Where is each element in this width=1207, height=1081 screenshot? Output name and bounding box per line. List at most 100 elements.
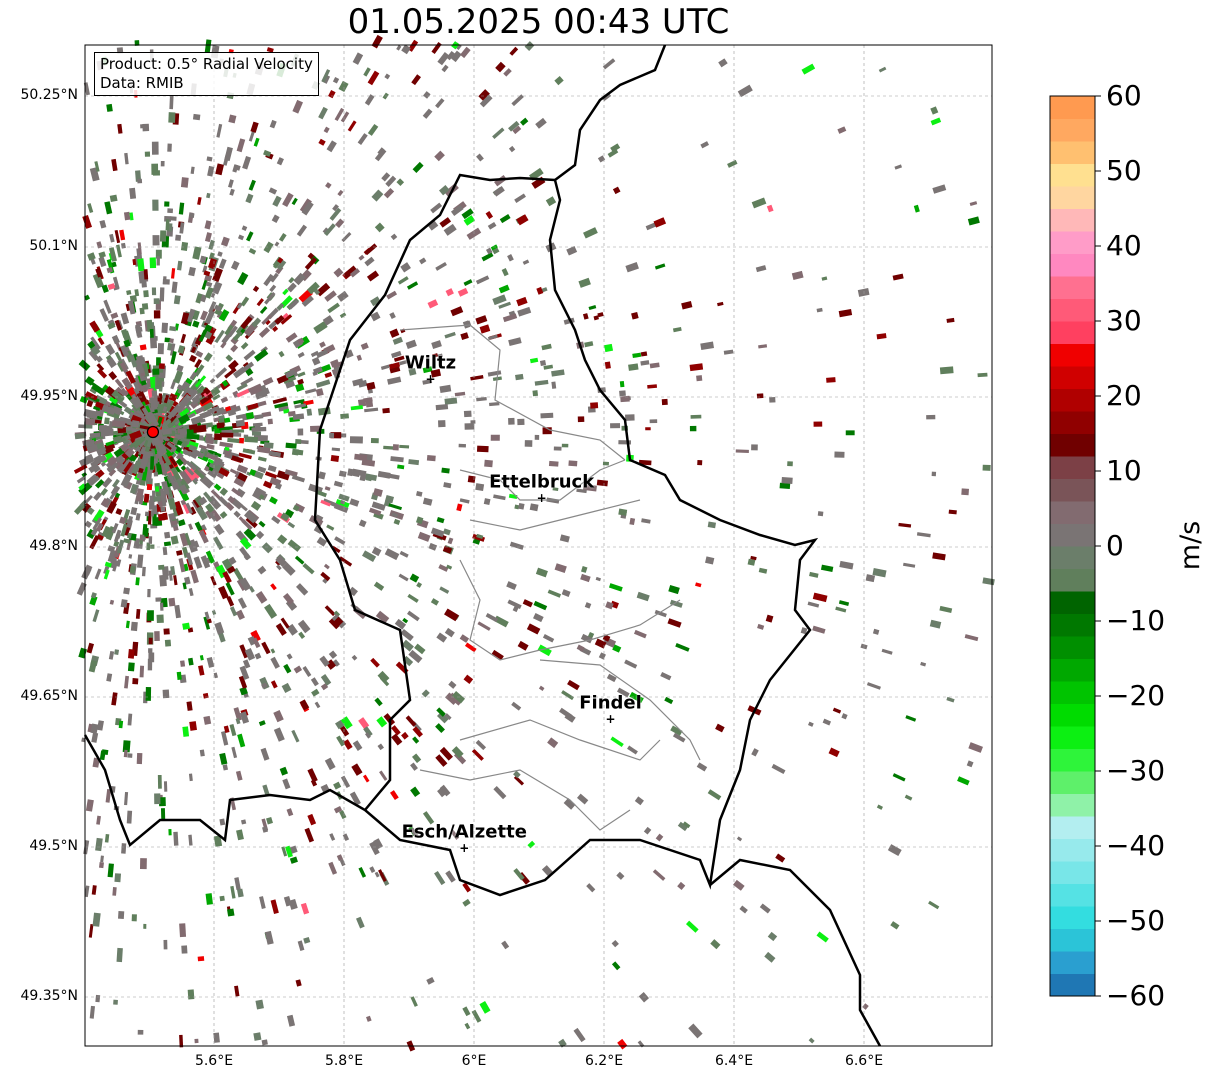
- echo-pixel: [832, 707, 842, 714]
- echo-pixel: [598, 652, 606, 660]
- echo-pixel: [141, 362, 150, 378]
- echo-pixel: [410, 996, 418, 1007]
- echo-pixel: [91, 732, 99, 743]
- echo-pixel: [115, 386, 126, 398]
- echo-pixel: [139, 344, 147, 351]
- echo-pixel: [625, 262, 639, 273]
- echo-pixel: [349, 268, 361, 278]
- echo-pixel: [109, 233, 115, 243]
- echo-pixel: [194, 358, 203, 369]
- echo-pixel: [524, 440, 533, 447]
- echo-pixel: [890, 921, 900, 930]
- echo-pixel: [209, 386, 221, 397]
- echo-pixel: [114, 492, 121, 499]
- echo-pixel: [282, 778, 291, 790]
- echo-pixel: [103, 299, 112, 314]
- echo-pixel: [476, 153, 484, 162]
- echo-pixel: [104, 201, 113, 215]
- echo-pixel: [946, 317, 955, 323]
- echo-pixel: [129, 212, 134, 221]
- echo-pixel: [110, 312, 119, 320]
- echo-pixel: [93, 509, 105, 523]
- echo-pixel: [312, 371, 318, 376]
- echo-pixel: [117, 911, 125, 919]
- echo-pixel: [176, 384, 184, 391]
- echo-pixel: [116, 437, 126, 444]
- echo-pixel: [398, 573, 409, 582]
- echo-pixel: [192, 320, 200, 328]
- echo-pixel: [499, 214, 511, 224]
- echo-pixel: [576, 793, 589, 805]
- echo-pixel: [276, 374, 289, 384]
- echo-pixel: [177, 260, 183, 271]
- echo-pixel: [444, 627, 455, 638]
- echo-pixel: [92, 609, 100, 623]
- echo-pixel: [392, 336, 403, 345]
- echo-pixel: [181, 945, 188, 954]
- echo-pixel: [147, 610, 154, 621]
- echo-pixel: [689, 363, 704, 372]
- echo-pixel: [820, 564, 834, 572]
- echo-pixel: [208, 301, 217, 314]
- echo-pixel: [135, 608, 141, 619]
- echo-pixel: [271, 214, 280, 223]
- colorbar-segment: [1050, 793, 1095, 817]
- echo-pixel: [189, 354, 197, 363]
- echo-pixel: [319, 341, 326, 348]
- echo-pixel: [547, 737, 559, 749]
- echo-pixel: [184, 576, 191, 585]
- echo-pixel: [368, 507, 382, 516]
- echo-pixel: [193, 556, 203, 569]
- echo-pixel: [472, 533, 486, 542]
- echo-pixel: [178, 202, 185, 215]
- echo-pixel: [145, 405, 151, 413]
- echo-pixel: [373, 488, 383, 497]
- echo-pixel: [314, 701, 321, 709]
- echo-pixel: [340, 413, 350, 420]
- echo-pixel: [310, 350, 319, 358]
- echo-pixel: [301, 201, 314, 216]
- echo-pixel: [129, 565, 136, 574]
- echo-pixel: [261, 542, 273, 554]
- echo-pixel: [377, 670, 390, 683]
- echo-pixel: [242, 659, 251, 669]
- echo-pixel: [435, 403, 449, 411]
- echo-pixel: [330, 454, 340, 462]
- echo-pixel: [227, 437, 240, 444]
- echo-pixel: [333, 616, 344, 627]
- echo-pixel: [253, 414, 264, 420]
- echo-pixel: [898, 522, 912, 528]
- echo-pixel: [111, 405, 123, 416]
- echo-pixel: [272, 325, 279, 332]
- echo-pixel: [108, 468, 117, 477]
- echo-pixel: [92, 912, 101, 927]
- echo-pixel: [649, 362, 660, 369]
- echo-pixel: [561, 589, 571, 597]
- echo-pixel: [119, 229, 126, 241]
- echo-pixel: [163, 394, 170, 404]
- echo-pixel: [405, 715, 417, 727]
- echo-pixel: [104, 834, 110, 843]
- echo-pixel: [834, 451, 845, 458]
- echo-pixel: [268, 187, 278, 195]
- echo-pixel: [137, 364, 144, 374]
- echo-pixel: [204, 232, 212, 243]
- echo-pixel: [392, 444, 399, 451]
- echo-pixel: [211, 609, 217, 615]
- echo-pixel: [106, 673, 113, 682]
- echo-pixel: [412, 726, 423, 738]
- echo-pixel: [224, 146, 233, 162]
- lat-tick-label: 49.5°N: [29, 838, 78, 854]
- echo-pixel: [294, 383, 305, 392]
- echo-pixel: [685, 920, 699, 933]
- echo-pixel: [218, 258, 227, 270]
- echo-pixel: [422, 811, 435, 825]
- echo-pixel: [364, 243, 378, 256]
- echo-pixel: [81, 471, 88, 478]
- echo-pixel: [580, 633, 593, 644]
- echo-pixel: [206, 443, 215, 450]
- echo-pixel: [386, 290, 398, 300]
- echo-pixel: [262, 480, 273, 489]
- colorbar-tick-label: 60: [1106, 79, 1142, 112]
- echo-pixel: [123, 749, 128, 758]
